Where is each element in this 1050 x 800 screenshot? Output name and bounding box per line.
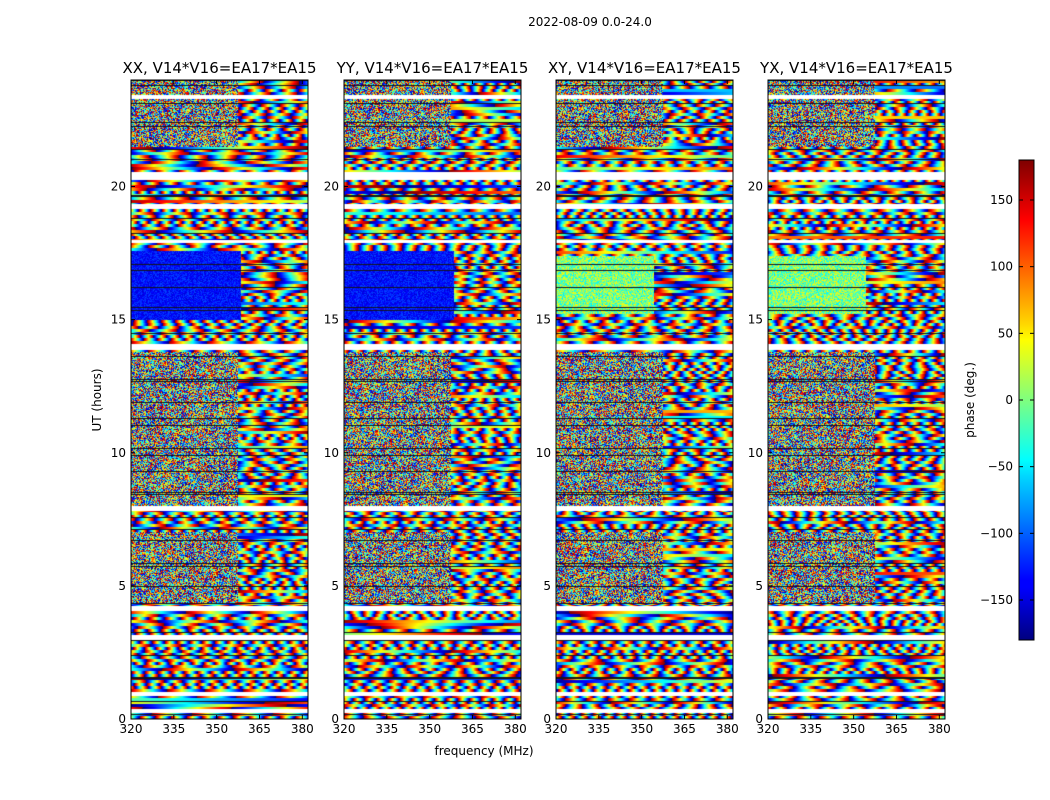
x-tick-label: 335	[587, 722, 610, 736]
y-tick-label: 5	[118, 579, 126, 593]
colorbar-label: phase (deg.)	[963, 362, 977, 438]
panel-title: XX, V14*V16=EA17*EA15	[122, 59, 316, 77]
x-tick-label: 380	[928, 722, 951, 736]
x-tick-label: 320	[120, 722, 143, 736]
x-tick-label: 320	[545, 722, 568, 736]
y-tick-label: 10	[111, 446, 126, 460]
panel-yx: YX, V14*V16=EA17*EA15 320 335 350 365 380 0 5 10…	[748, 59, 953, 736]
y-tick-label: 20	[324, 180, 339, 194]
phase-heatmap	[131, 80, 308, 719]
y-tick-label: 15	[748, 313, 763, 327]
x-tick-label: 380	[291, 722, 314, 736]
colorbar-tick-label: 50	[998, 326, 1013, 340]
x-tick-label: 335	[375, 722, 398, 736]
colorbar: 150 100 50 0 −50 −100 −150 phase (deg.)	[963, 159, 1035, 641]
y-tick-label: 5	[755, 579, 763, 593]
colorbar-tick-label: −100	[980, 526, 1013, 540]
y-tick-label: 20	[111, 180, 126, 194]
x-axis-label: frequency (MHz)	[434, 744, 533, 758]
phase-heatmap	[768, 80, 945, 719]
x-tick-label: 365	[461, 722, 484, 736]
x-tick-label: 335	[799, 722, 822, 736]
y-tick-label: 0	[755, 712, 763, 726]
colorbar-tick-label: −150	[980, 593, 1013, 607]
suptitle: 2022-08-09 0.0-24.0	[528, 15, 652, 29]
panel-frame	[130, 79, 309, 720]
x-tick-label: 380	[504, 722, 527, 736]
y-tick-label: 10	[536, 446, 551, 460]
x-tick-label: 320	[757, 722, 780, 736]
x-tick-label: 350	[205, 722, 228, 736]
panel-title: YY, V14*V16=EA17*EA15	[336, 59, 529, 77]
colorbar-tick-label: 100	[990, 260, 1013, 274]
y-tick-label: 20	[536, 180, 551, 194]
panel-xy: XY, V14*V16=EA17*EA15 320 335 350 365 380 0 5 10…	[536, 59, 741, 736]
panel-frame	[343, 79, 522, 720]
phase-heatmap	[556, 80, 733, 719]
x-tick-label: 350	[418, 722, 441, 736]
colorbar-tick-label: 0	[1005, 393, 1013, 407]
y-tick-label: 15	[111, 313, 126, 327]
phase-heatmap	[344, 80, 521, 719]
colorbar-ticks: 150 100 50 0 −50 −100 −150	[980, 193, 1034, 607]
y-tick-label: 10	[748, 446, 763, 460]
panel-frame	[555, 79, 734, 720]
y-tick-label: 5	[543, 579, 551, 593]
panel-yy: YY, V14*V16=EA17*EA15 320 335 350 365 380 0 5 10…	[324, 59, 529, 736]
y-tick-label: 0	[118, 712, 126, 726]
x-tick-label: 380	[716, 722, 739, 736]
panel-xx: XX, V14*V16=EA17*EA15 320 335 350 365 380 0 5 10…	[111, 59, 317, 736]
panels: XX, V14*V16=EA17*EA15 320 335 350 365 380 0 5 10…	[111, 59, 953, 736]
x-tick-label: 365	[673, 722, 696, 736]
y-tick-label: 15	[536, 313, 551, 327]
colorbar-tick-label: 150	[990, 193, 1013, 207]
colorbar-tick-label: −50	[988, 460, 1013, 474]
y-tick-label: 15	[324, 313, 339, 327]
x-tick-label: 350	[842, 722, 865, 736]
x-tick-label: 350	[630, 722, 653, 736]
y-tick-label: 0	[331, 712, 339, 726]
x-tick-label: 335	[162, 722, 185, 736]
x-tick-label: 365	[248, 722, 271, 736]
y-axis-label: UT (hours)	[90, 368, 104, 431]
x-tick-label: 320	[333, 722, 356, 736]
y-tick-label: 20	[748, 180, 763, 194]
x-tick-label: 365	[885, 722, 908, 736]
panel-title: XY, V14*V16=EA17*EA15	[548, 59, 741, 77]
y-tick-label: 0	[543, 712, 551, 726]
y-tick-label: 5	[331, 579, 339, 593]
panel-title: YX, V14*V16=EA17*EA15	[759, 59, 953, 77]
panel-frame	[767, 79, 946, 720]
y-tick-label: 10	[324, 446, 339, 460]
